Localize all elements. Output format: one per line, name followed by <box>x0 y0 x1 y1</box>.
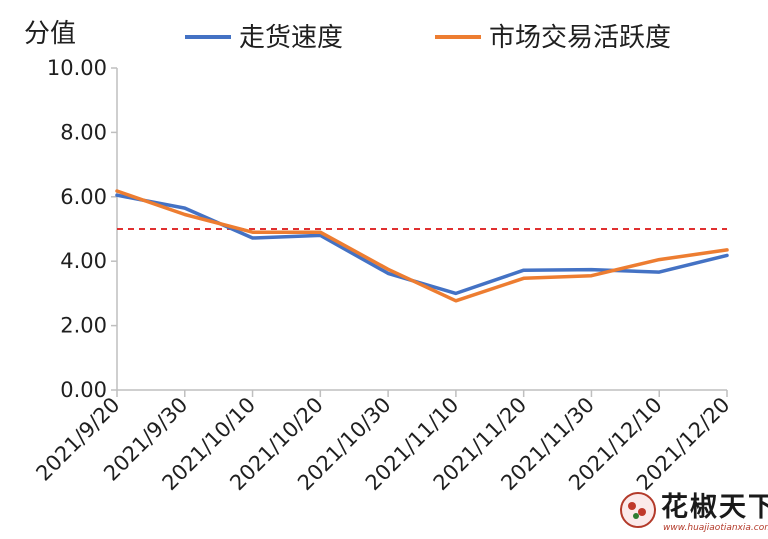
series-line-2 <box>115 189 729 303</box>
y-tick-label: 2.00 <box>60 314 107 338</box>
y-axis-label: 分值 <box>24 19 76 49</box>
watermark-logo-dot-3 <box>633 513 639 519</box>
watermark: 花椒天下 www.huajiaotianxia.com <box>620 492 768 533</box>
y-tick-label: 0.00 <box>60 378 107 402</box>
series-line-1 <box>115 193 729 296</box>
y-tick-label: 10.00 <box>47 56 107 80</box>
watermark-logo-dot-1 <box>628 502 636 510</box>
watermark-logo-dot-2 <box>638 508 646 516</box>
legend-label-2: 市场交易活跃度 <box>489 23 671 53</box>
watermark-url: www.huajiaotianxia.com <box>663 523 768 533</box>
y-tick-label: 6.00 <box>60 185 107 209</box>
y-tick-labels: 0.00 2.00 4.00 6.00 8.00 10.00 <box>47 56 107 402</box>
y-tick-label: 8.00 <box>60 120 107 144</box>
x-tick-labels: 2021/9/202021/9/302021/10/102021/10/2020… <box>31 393 734 496</box>
watermark-logo-icon <box>620 492 656 528</box>
legend-label-1: 走货速度 <box>239 23 343 53</box>
watermark-name: 花椒天下 <box>661 492 768 523</box>
legend: 走货速度 市场交易活跃度 <box>185 23 671 53</box>
y-tick-label: 4.00 <box>60 249 107 273</box>
axes <box>111 67 728 397</box>
series-lines <box>115 189 729 303</box>
